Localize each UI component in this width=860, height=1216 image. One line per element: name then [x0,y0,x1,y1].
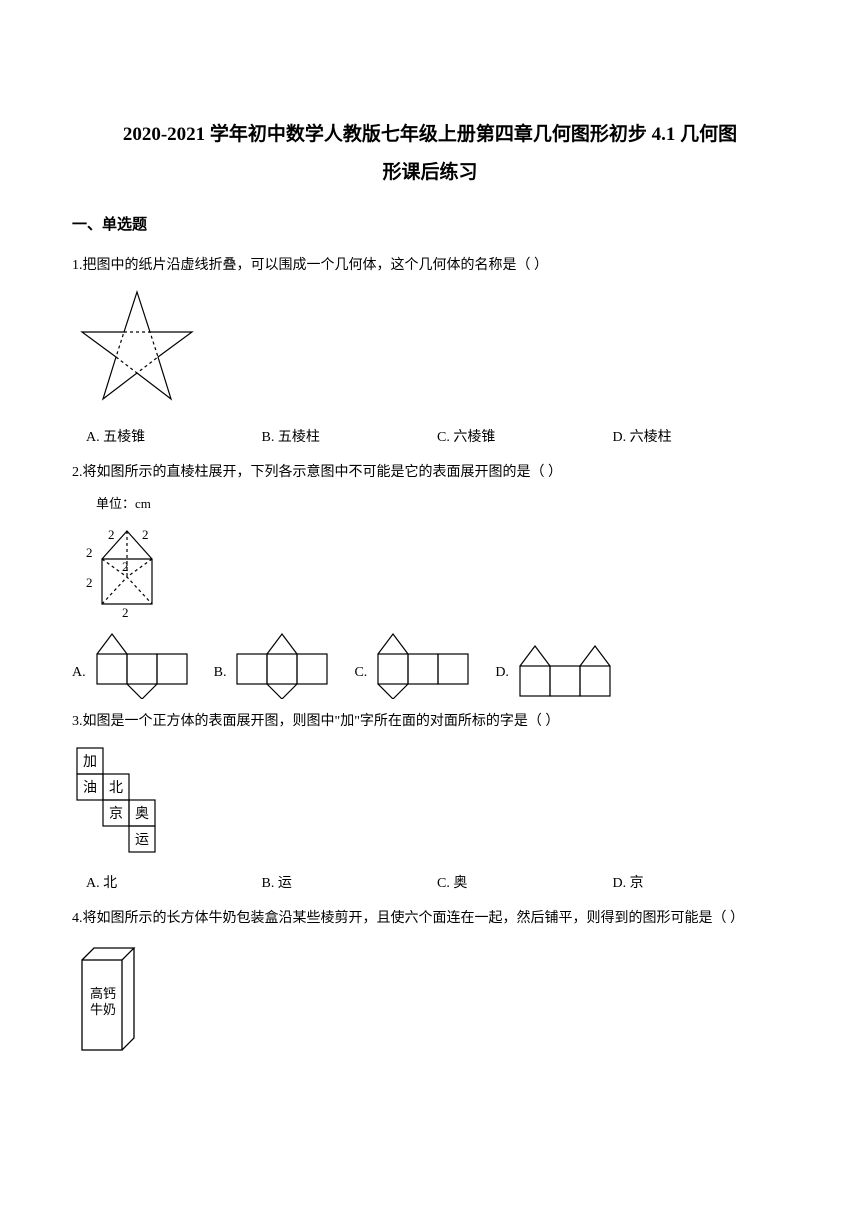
q1-figure [72,287,788,417]
q4-figure: 高钙 牛奶 [72,940,788,1060]
q3-figure: 加 油 北 京 奥 运 [72,743,788,863]
svg-text:油: 油 [83,780,97,796]
q3-opt-d[interactable]: D. 京 [613,873,789,895]
q2-opt-d-wrap[interactable]: D. [495,641,625,699]
svg-text:北: 北 [109,780,123,796]
q2-opt-c: C. [354,662,367,684]
svg-text:运: 运 [135,832,149,848]
q1-text: 1.把图中的纸片沿虚线折叠，可以围成一个几何体，这个几何体的名称是（ ） [72,255,788,277]
q2-opt-b: B. [214,662,227,684]
q2-net-d [515,641,625,699]
q2-unit-label: 单位：cm [96,494,788,515]
q2-net-b [232,629,342,699]
q2-net-c [373,629,483,699]
q3-opt-c[interactable]: C. 奥 [437,873,613,895]
svg-text:2: 2 [142,527,149,542]
question-3: 3.如图是一个正方体的表面展开图，则图中"加"字所在面的对面所标的字是（ ） 加… [72,711,788,896]
q2-opt-b-wrap[interactable]: B. [214,629,343,699]
svg-text:2: 2 [86,545,93,560]
question-4: 4.将如图所示的长方体牛奶包装盒沿某些棱剪开，且使六个面连在一起，然后铺平，则得… [72,908,788,1060]
question-1: 1.把图中的纸片沿虚线折叠，可以围成一个几何体，这个几何体的名称是（ ） A. … [72,255,788,450]
q1-opt-a[interactable]: A. 五棱锥 [86,427,262,449]
svg-text:牛奶: 牛奶 [90,1002,116,1017]
section-header: 一、单选题 [72,213,788,237]
svg-text:2: 2 [86,575,93,590]
svg-text:2: 2 [122,559,129,574]
q2-figure: 单位：cm 2 2 2 2 2 2 [72,494,788,619]
page-title-line2: 形课后练习 [72,158,788,188]
svg-text:2: 2 [108,527,115,542]
svg-text:京: 京 [109,806,123,822]
q2-options: A. B. [72,629,788,699]
svg-text:2: 2 [122,605,129,619]
q2-opt-a: A. [72,662,86,684]
svg-text:加: 加 [83,754,97,770]
q3-opt-a[interactable]: A. 北 [86,873,262,895]
q2-opt-a-wrap[interactable]: A. [72,629,202,699]
question-2: 2.将如图所示的直棱柱展开，下列各示意图中不可能是它的表面展开图的是（ ） 单位… [72,462,788,699]
q1-opt-d[interactable]: D. 六棱柱 [613,427,789,449]
q3-options: A. 北 B. 运 C. 奥 D. 京 [72,873,788,895]
q1-opt-c[interactable]: C. 六棱锥 [437,427,613,449]
q2-text: 2.将如图所示的直棱柱展开，下列各示意图中不可能是它的表面展开图的是（ ） [72,462,788,484]
svg-text:高钙: 高钙 [90,986,116,1001]
q2-opt-d: D. [495,662,509,684]
q4-text: 4.将如图所示的长方体牛奶包装盒沿某些棱剪开，且使六个面连在一起，然后铺平，则得… [72,908,788,930]
q2-opt-c-wrap[interactable]: C. [354,629,483,699]
q3-opt-b[interactable]: B. 运 [262,873,438,895]
q3-text: 3.如图是一个正方体的表面展开图，则图中"加"字所在面的对面所标的字是（ ） [72,711,788,733]
page-title-line1: 2020-2021 学年初中数学人教版七年级上册第四章几何图形初步 4.1 几何… [72,120,788,150]
q1-opt-b[interactable]: B. 五棱柱 [262,427,438,449]
q2-net-a [92,629,202,699]
svg-text:奥: 奥 [135,805,149,822]
q1-options: A. 五棱锥 B. 五棱柱 C. 六棱锥 D. 六棱柱 [72,427,788,449]
